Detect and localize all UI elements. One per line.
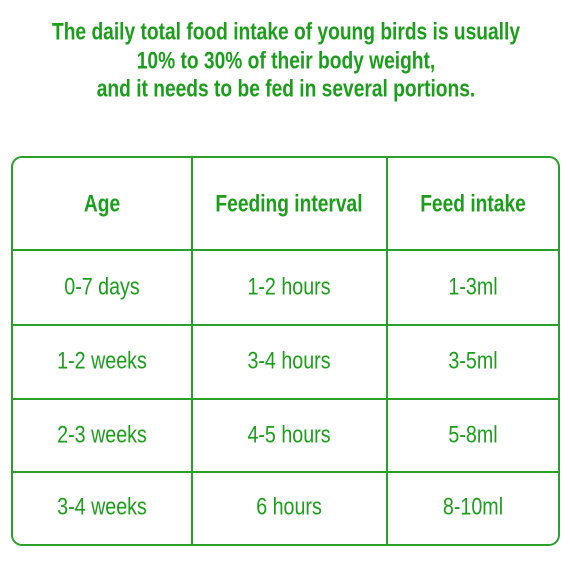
header-cell: Age	[84, 189, 120, 217]
table-cell: 0-7 days	[64, 272, 139, 299]
table-cell: 3-5ml	[448, 346, 497, 373]
table-cell: 1-2 weeks	[57, 346, 147, 373]
table-cell: 2-3 weeks	[57, 420, 147, 447]
table-cell: 1-3ml	[448, 272, 497, 299]
table-cell: 3-4 hours	[247, 346, 330, 373]
header-cell: Feeding interval	[215, 189, 362, 217]
table-border	[11, 156, 560, 546]
table-cell: 5-8ml	[448, 420, 497, 447]
title-line: 10% to 30% of their body weight,	[137, 46, 436, 74]
table-cell: 8-10ml	[443, 492, 503, 519]
table-cell: 1-2 hours	[247, 272, 330, 299]
header-cell: Feed intake	[420, 189, 526, 217]
table-cell: 3-4 weeks	[57, 492, 147, 519]
table-cell: 4-5 hours	[247, 420, 330, 447]
title-line: The daily total food intake of young bir…	[52, 17, 520, 45]
table-cell: 6 hours	[256, 492, 322, 519]
title-line: and it needs to be fed in several portio…	[97, 74, 476, 102]
